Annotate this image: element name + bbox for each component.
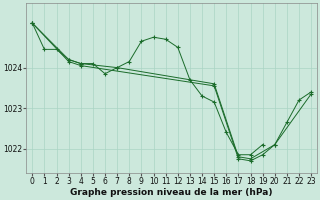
X-axis label: Graphe pression niveau de la mer (hPa): Graphe pression niveau de la mer (hPa) bbox=[70, 188, 273, 197]
